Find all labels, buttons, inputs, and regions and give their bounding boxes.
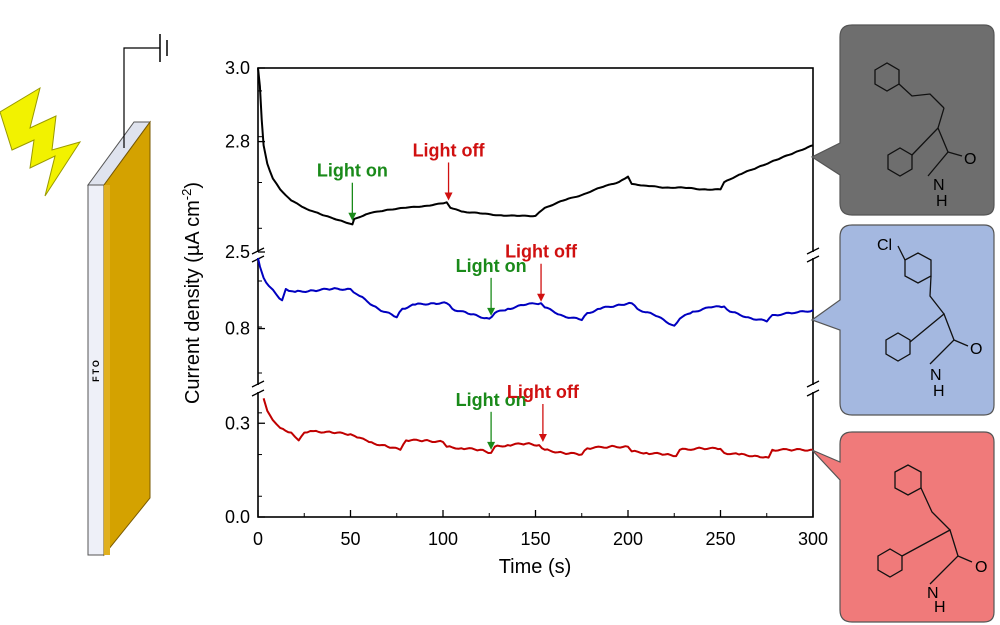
film-front — [104, 185, 110, 555]
x-axis-ticks: 0 50 100 150 200 250 300 — [253, 510, 828, 549]
axis-breaks — [251, 247, 820, 397]
series-line-3 — [262, 398, 813, 459]
mol-top-N: N — [933, 177, 945, 194]
chart: 3.0 2.8 2.5 0.8 0.3 0.0 0 50 100 150 200 250 300 Li… — [179, 58, 828, 578]
axis-break-gap — [809, 252, 817, 258]
series-line-1 — [257, 67, 814, 226]
molecule-box-middle — [810, 224, 995, 416]
x-tick-label: 100 — [428, 529, 458, 549]
mol-mid-O: O — [970, 341, 982, 358]
axis-break-slash — [806, 255, 820, 263]
x-tick-label: 0 — [253, 529, 263, 549]
molecule-box-top — [810, 24, 995, 216]
axis-break-slash — [251, 247, 265, 255]
electrode-schematic: FTO — [0, 34, 168, 557]
axis-break-gap — [254, 252, 262, 258]
x-tick-label: 150 — [520, 529, 550, 549]
axis-break-slash — [251, 389, 265, 397]
wire — [123, 47, 160, 148]
y-tick-label: 0.0 — [225, 507, 250, 527]
mol-bot-O: O — [975, 559, 987, 576]
annotation-arrow-head — [538, 434, 547, 442]
annotation-label: Light off — [505, 242, 578, 262]
mol-top-O: O — [964, 151, 976, 168]
axis-break-slash — [806, 380, 820, 388]
axis-break-slash — [806, 247, 820, 255]
annotation-label: Light off — [507, 382, 580, 402]
mol-mid-Cl: Cl — [877, 237, 892, 254]
y-tick-label: 2.8 — [225, 132, 250, 152]
series-lines — [257, 67, 814, 459]
annotation-label: Light on — [456, 390, 527, 410]
y-tick-label: 2.5 — [225, 242, 250, 262]
y-axis-label-close: ) — [182, 182, 204, 189]
molecule-structure-bottom — [877, 464, 973, 585]
annotation-arrow-head — [487, 307, 496, 316]
mol-mid-N: N — [930, 367, 942, 384]
semiconductor-film — [103, 120, 151, 557]
molecule-structure-top — [874, 62, 963, 177]
fto-label: FTO — [91, 358, 101, 382]
lightning-bolt-icon — [0, 86, 82, 197]
y-axis-label: Current density (µA cm-2) — [179, 182, 204, 404]
mol-bot-N: N — [927, 585, 939, 602]
mol-mid-H: H — [933, 383, 945, 400]
axis-break-slash — [251, 380, 265, 388]
axis-break-slash — [806, 389, 820, 397]
x-tick-label: 50 — [340, 529, 360, 549]
molecule-structure-middle — [885, 245, 969, 365]
y-axis-ticks: 3.0 2.8 2.5 0.8 0.3 0.0 — [225, 58, 265, 527]
y-tick-label: 3.0 — [225, 58, 250, 78]
mol-bot-H: H — [934, 599, 946, 616]
annotation-label: Light off — [413, 140, 486, 160]
x-tick-label: 250 — [705, 529, 735, 549]
annotation-arrow-head — [444, 192, 453, 201]
mol-top-H: H — [936, 193, 948, 210]
x-tick-label: 200 — [613, 529, 643, 549]
molecule-box-bottom — [811, 431, 995, 623]
annotation-label: Light on — [317, 161, 388, 181]
y-axis-label-sup: -2 — [179, 189, 194, 201]
x-tick-label: 300 — [798, 529, 828, 549]
annotation-arrow-head — [487, 441, 496, 450]
series-line-2 — [257, 257, 814, 327]
y-tick-label: 0.8 — [225, 319, 250, 339]
x-axis-label: Time (s) — [499, 556, 572, 578]
annotation-label: Light on — [456, 256, 527, 276]
annotation-arrow-head — [348, 212, 357, 221]
annotation-arrow-head — [537, 293, 546, 302]
y-axis-label-main: Current density (µA cm — [182, 200, 204, 404]
axis-break-gap — [809, 385, 817, 392]
y-tick-label: 0.3 — [225, 413, 250, 433]
axis-break-gap — [254, 385, 262, 392]
molecule-panels: O N H Cl O N H O N H — [810, 24, 995, 623]
plot-frame — [257, 67, 814, 518]
